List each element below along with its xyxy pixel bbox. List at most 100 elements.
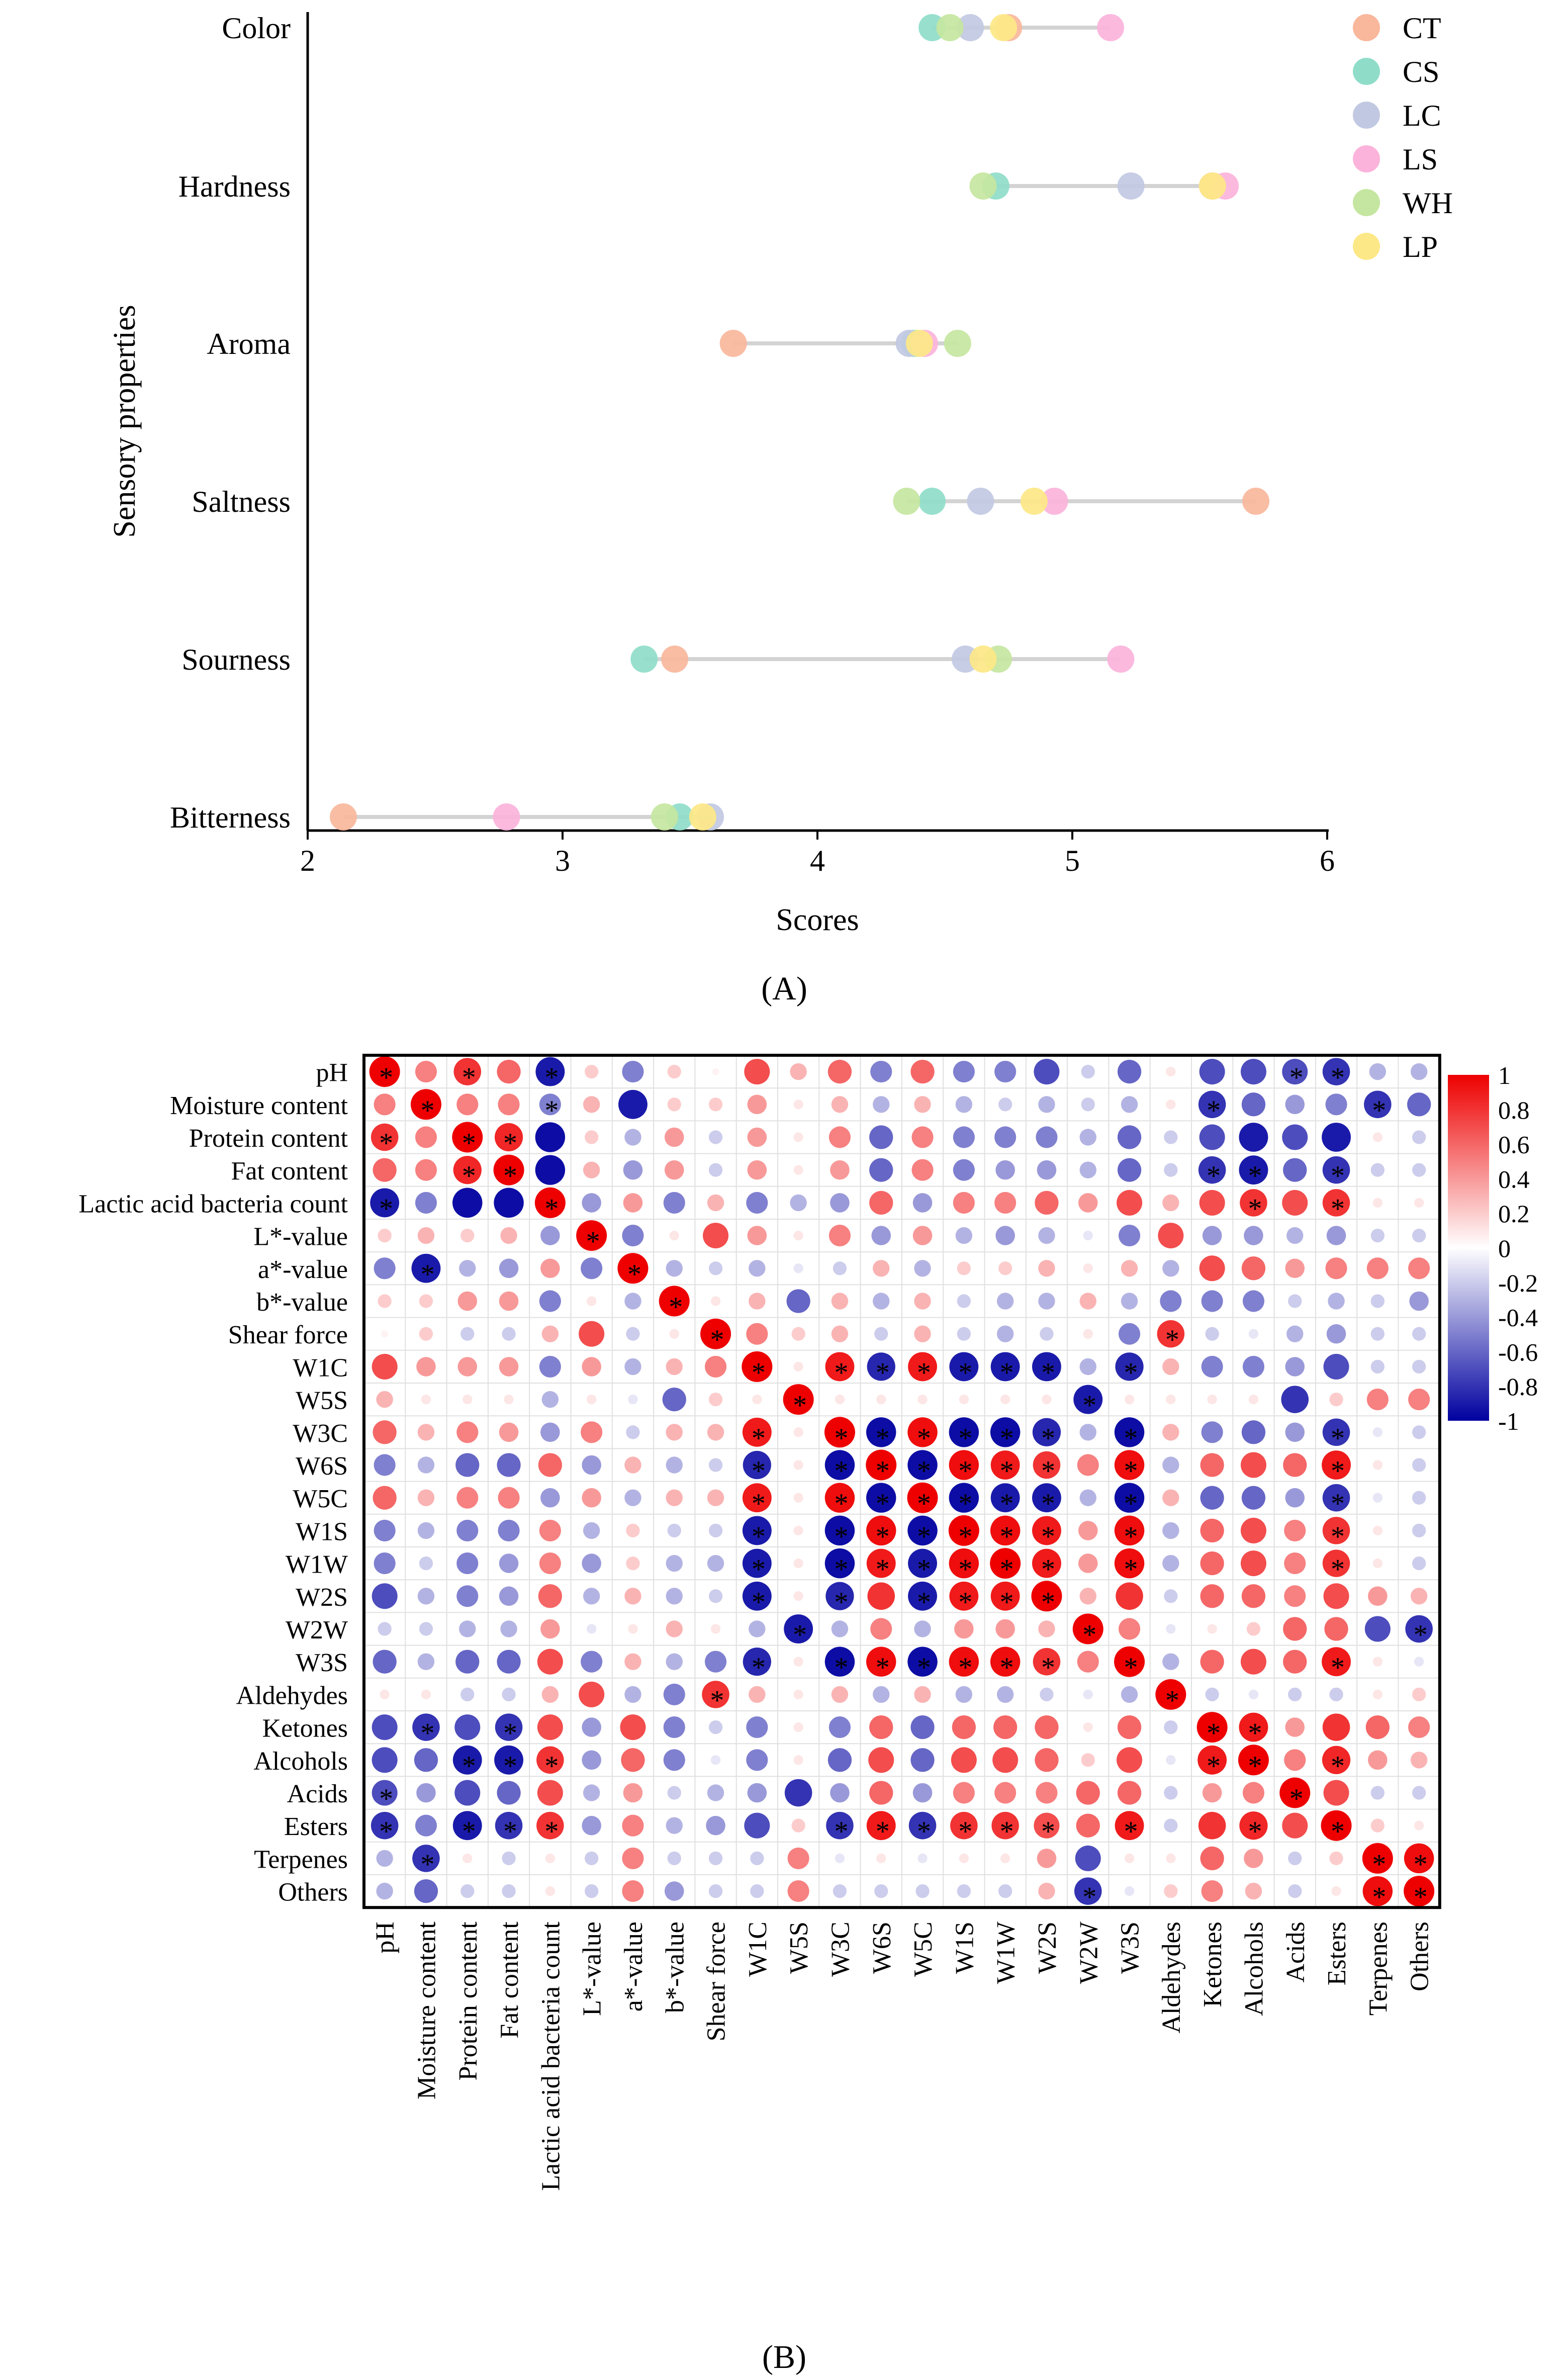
corr-cell [793,1100,803,1110]
category-label: Sourness [181,643,291,676]
corr-cell [538,1584,562,1608]
corr-cell [624,1456,641,1474]
corr-cell [953,1159,975,1181]
significance-mark: * [1331,1751,1345,1782]
corr-cell [1035,1191,1059,1215]
significance-mark: * [1124,1488,1138,1519]
significance-mark: * [834,1587,848,1618]
significance-mark: * [1000,1423,1014,1454]
corr-cell [793,1755,803,1765]
corr-cell [622,1061,644,1083]
corr-cell [376,1391,393,1408]
corr-cell [1164,1720,1178,1734]
corr-cell [669,1230,679,1241]
corr-cell [1248,1689,1259,1700]
corr-cell [628,1394,638,1405]
corr-cell [1322,1549,1350,1577]
corr-cell [541,1391,559,1408]
corr-cell [793,1722,803,1732]
corr-cell [1322,1517,1350,1544]
corr-cell [1160,1290,1182,1312]
corr-cell [624,1686,641,1703]
corr-cell [1326,1324,1346,1344]
row-label: Esters [284,1812,348,1841]
significance-mark: * [1000,1587,1014,1618]
corr-cell [828,1126,851,1148]
column-label: Acids [1281,1921,1310,1982]
corr-cell [917,1853,928,1864]
corr-cell [494,1745,523,1775]
significance-mark: * [1000,1554,1014,1585]
corr-cell [793,1427,803,1437]
corr-cell [876,1394,886,1405]
corr-cell [908,1352,937,1382]
corr-cell [746,1323,768,1345]
corr-cell [1201,1421,1223,1443]
corr-cell [1322,1647,1351,1677]
significance-mark: * [1289,1783,1304,1814]
significance-mark: * [1248,1193,1262,1224]
corr-cell [990,1483,1020,1513]
corr-cell [1114,1417,1145,1447]
corr-cell [663,1716,685,1738]
corr-cell [1198,1090,1226,1119]
corr-cell [949,1483,979,1513]
corr-cell [1369,1063,1387,1080]
corr-cell [1279,1777,1311,1808]
significance-mark: * [1207,1095,1221,1126]
colorbar-tick-label: -0.6 [1498,1338,1538,1366]
category-label: Bitterness [170,801,291,834]
corr-cell [752,1394,762,1405]
corr-cell [866,1646,896,1677]
corr-cell [835,1853,845,1864]
corr-cell [539,1552,561,1575]
corr-cell [1283,1650,1307,1674]
corr-cell [1200,1453,1224,1477]
corr-cell [1284,1585,1306,1607]
corr-cell [1408,1389,1430,1411]
corr-cell [996,1293,1014,1310]
corr-cell [666,1620,683,1637]
significance-mark: * [1041,1554,1055,1585]
corr-cell [1033,1451,1061,1479]
corr-cell [1038,1620,1055,1637]
corr-cell [793,1558,803,1569]
corr-cell [1286,1227,1304,1244]
significance-mark: * [1331,1488,1345,1519]
corr-cell [1117,1125,1142,1149]
corr-cell [1328,1293,1345,1310]
corr-cell [1038,1227,1055,1244]
corr-cell [742,1417,772,1447]
corr-cell [948,1515,979,1546]
corr-cell [463,1853,473,1864]
colorbar-tick-label: 0 [1498,1234,1511,1262]
corr-cell [708,1130,723,1144]
corr-cell [1244,1849,1263,1868]
corr-cell [954,1619,974,1639]
corr-cell [710,1296,721,1306]
corr-cell [1410,1588,1428,1605]
corr-cell [787,1847,809,1869]
corr-cell [1362,1843,1393,1874]
corr-cell [1114,1515,1145,1546]
corr-cell [866,1449,897,1481]
column-label: W6S [868,1921,896,1974]
corr-cell [1407,1092,1431,1117]
significance-mark: * [1248,1160,1262,1192]
corr-cell [415,1159,437,1181]
row-label: W6S [296,1452,348,1481]
corr-cell [1283,1453,1307,1477]
corr-cell [622,1814,644,1837]
column-label: Aldehydes [1157,1921,1186,2033]
significance-mark: * [1331,1062,1345,1093]
corr-cell [1032,1483,1061,1513]
significance-mark: * [1041,1652,1055,1683]
corr-cell [908,1811,937,1840]
corr-cell [622,1225,644,1247]
corr-cell [1202,1783,1222,1803]
corr-cell [1155,1679,1186,1710]
corr-cell [456,1093,479,1116]
corr-cell [1412,1327,1426,1341]
corr-cell [1412,1687,1426,1702]
corr-cell [1035,1748,1059,1772]
